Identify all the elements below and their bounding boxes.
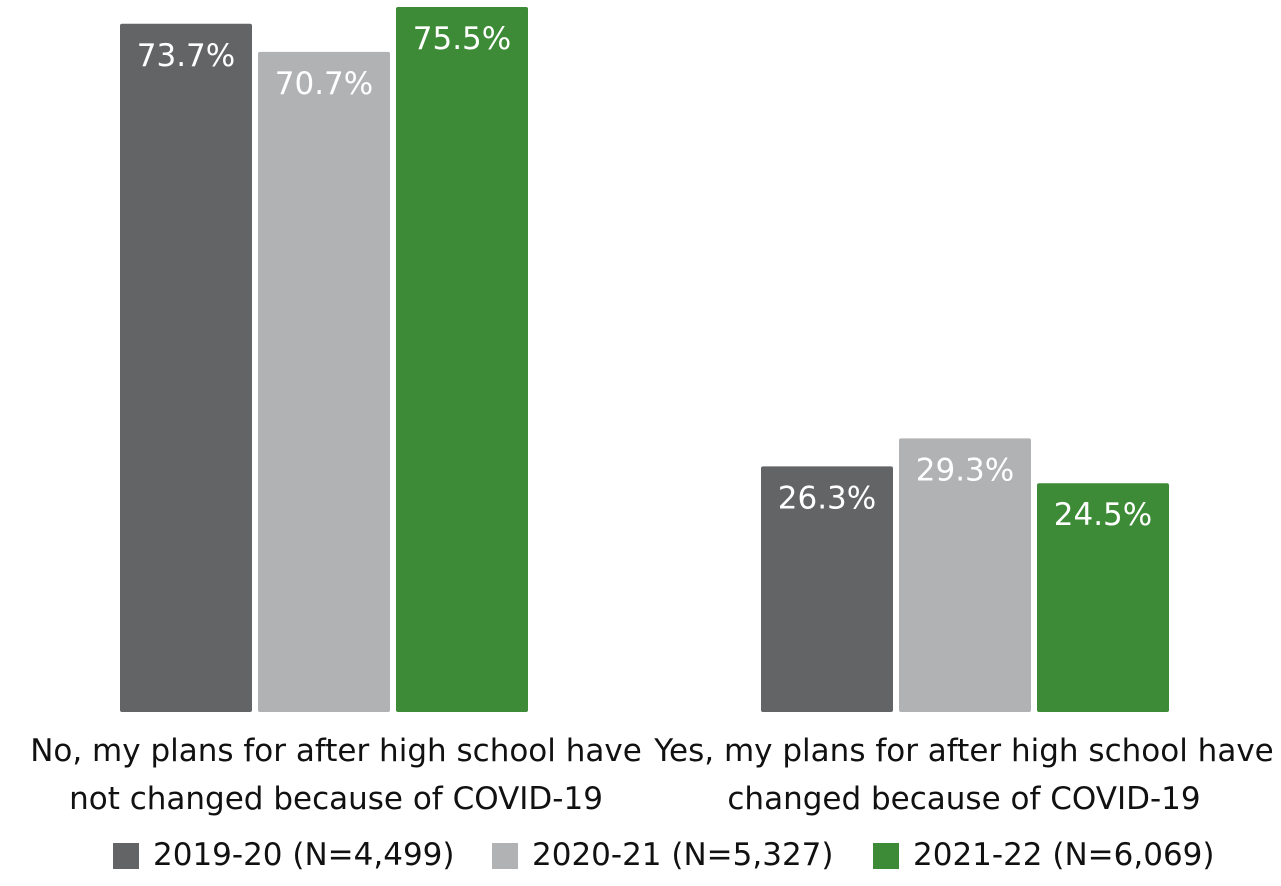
data-label: 70.7% <box>275 66 373 102</box>
legend-swatch <box>492 843 518 869</box>
legend-label: 2019-20 (N=4,499) <box>153 837 454 873</box>
data-label: 73.7% <box>137 38 235 74</box>
category-label: Yes, my plans for after high school have <box>653 733 1274 769</box>
data-label: 75.5% <box>413 21 511 57</box>
legend-swatch <box>113 843 139 869</box>
category-label: No, my plans for after high school have <box>30 733 642 769</box>
bar-labels-group: 73.7% 70.7% 75.5% 26.3% 29.3% 24.5% <box>137 21 1152 533</box>
bar-changed-1 <box>761 466 893 712</box>
bar-changed-2 <box>899 438 1031 712</box>
data-label: 24.5% <box>1054 497 1152 533</box>
bar-not-changed-3 <box>396 7 528 712</box>
data-label: 26.3% <box>778 480 876 516</box>
category-labels-group: No, my plans for after high school have n… <box>30 733 1274 817</box>
bar-not-changed-1 <box>120 23 252 713</box>
bar-changed-3 <box>1037 483 1169 712</box>
legend: 2019-20 (N=4,499) 2020-21 (N=5,327) 2021-2… <box>113 837 1214 873</box>
legend-swatch <box>873 843 899 869</box>
legend-label: 2021-22 (N=6,069) <box>913 837 1214 873</box>
bars-group <box>120 7 1169 713</box>
category-label: changed because of COVID-19 <box>727 781 1200 817</box>
data-label: 29.3% <box>916 452 1014 488</box>
category-label: not changed because of COVID-19 <box>69 781 603 817</box>
legend-label: 2020-21 (N=5,327) <box>532 837 833 873</box>
bar-not-changed-2 <box>258 51 390 713</box>
